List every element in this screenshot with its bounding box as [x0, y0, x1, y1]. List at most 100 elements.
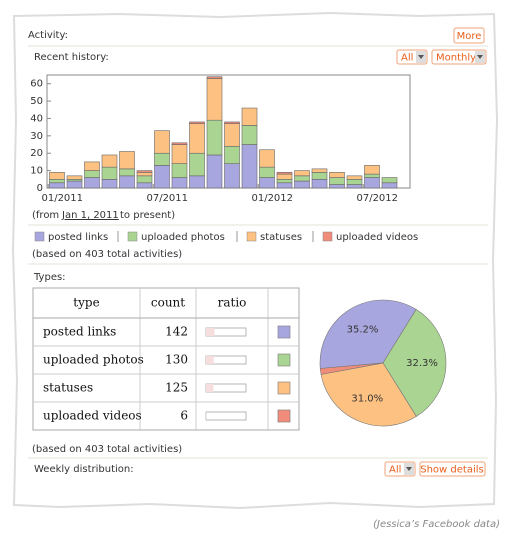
table-header: ratio [218, 296, 247, 310]
bar-segment [364, 173, 380, 178]
table-header: count [151, 296, 185, 310]
period-dropdown[interactable] [431, 49, 487, 65]
pie-slice [382, 308, 447, 417]
bar-segment [206, 154, 223, 189]
bar-segment [119, 151, 135, 170]
bar-segment [206, 76, 223, 79]
bar-segment [259, 166, 275, 178]
bar-segment [119, 175, 135, 189]
bar-segment [259, 177, 275, 189]
bar-segment [171, 177, 188, 189]
bar-segment [101, 166, 118, 180]
more-button[interactable] [453, 27, 485, 44]
range-text[interactable]: All [401, 53, 413, 64]
history-title: Recent history: [34, 52, 109, 63]
bar-segment [241, 144, 258, 189]
bar-segment [294, 175, 310, 182]
legend-swatch [246, 231, 257, 242]
color-swatch [277, 381, 291, 395]
bar-segment [276, 173, 293, 180]
bar-segment [84, 161, 100, 171]
legend-swatch [127, 231, 138, 242]
color-swatch [277, 409, 291, 423]
more-text[interactable]: More [457, 31, 482, 42]
bar-segment [154, 152, 170, 166]
table-header: type [73, 296, 99, 310]
legend-swatch [34, 231, 45, 242]
arrow-icon [418, 55, 424, 59]
bar-segment [154, 130, 170, 154]
bar-segment [189, 121, 205, 124]
details-text[interactable]: Show details [420, 465, 483, 476]
bar-segment [136, 172, 153, 177]
pie-label: 35.2% [347, 325, 379, 336]
pie-slice [319, 299, 417, 369]
y-tick-label: 30 [30, 131, 43, 142]
date-link[interactable]: Jan 1, 2011 [61, 210, 119, 221]
total-note: (based on 403 total activities) [32, 249, 182, 260]
bar-segment [294, 180, 310, 189]
table-count: 130 [165, 353, 188, 367]
table-frame [32, 287, 300, 431]
bar-segment [241, 125, 258, 145]
bar-segment [381, 182, 398, 189]
table-type: uploaded photos [43, 353, 144, 367]
bar-segment [224, 123, 240, 147]
y-tick-label: 50 [30, 96, 43, 107]
bar-segment [49, 182, 65, 189]
y-tick-label: 0 [37, 183, 43, 194]
bar-segment [119, 168, 135, 177]
y-tick-label: 20 [30, 148, 43, 159]
bar-segment [294, 170, 310, 177]
bar-segment [346, 179, 363, 185]
bar-segment [66, 180, 83, 189]
bar-segment [171, 163, 188, 178]
bar-segment [224, 121, 240, 124]
table-count: 142 [165, 325, 188, 339]
bar-segment [346, 175, 363, 180]
legend-label: statuses [260, 232, 302, 243]
bar-segment [329, 184, 345, 189]
legend-label: posted links [48, 232, 108, 243]
bar-segment [311, 179, 328, 189]
bar-segment [101, 179, 118, 189]
table-type: uploaded videos [43, 409, 142, 423]
bar-segment [364, 177, 380, 189]
y-tick-label: 60 [30, 79, 43, 90]
bar-segment [276, 179, 293, 184]
bar-segment [241, 107, 258, 126]
table-type: posted links [43, 325, 116, 339]
color-swatch [277, 353, 291, 367]
x-tick-label: 07/2011 [146, 193, 188, 204]
ratio-track [205, 411, 247, 421]
bar-segment [276, 182, 293, 189]
bar-segment [206, 78, 223, 121]
weekly-range-text[interactable]: All [389, 465, 401, 476]
pie-slice [319, 362, 384, 375]
arrow-icon [406, 467, 412, 471]
pie-slice [320, 362, 417, 427]
pie-label: 31.0% [351, 394, 383, 405]
bar-segment [189, 152, 205, 177]
color-swatch [277, 325, 291, 339]
bar-segment [136, 170, 153, 173]
bar-segment [84, 170, 100, 178]
x-tick-label: 01/2012 [251, 193, 293, 204]
bar-segment [329, 172, 345, 178]
bar-segment [224, 163, 240, 189]
bar-segment [364, 165, 380, 175]
total-note: (based on 403 total activities) [32, 444, 182, 455]
bar-segment [171, 144, 188, 164]
period-text[interactable]: Monthly [436, 53, 476, 64]
activity-label: Activity: [28, 30, 68, 41]
bar-segment [206, 119, 223, 156]
details-button[interactable] [419, 461, 486, 477]
caption: (Jessica’s Facebook data) [373, 519, 500, 530]
weekly-label: Weekly distribution: [34, 464, 134, 475]
bar-segment [84, 177, 100, 189]
x-tick-label: 07/2012 [356, 193, 398, 204]
ratio-fill [206, 328, 215, 336]
bar-segment [329, 177, 345, 185]
date-prefix: (from [32, 210, 59, 221]
